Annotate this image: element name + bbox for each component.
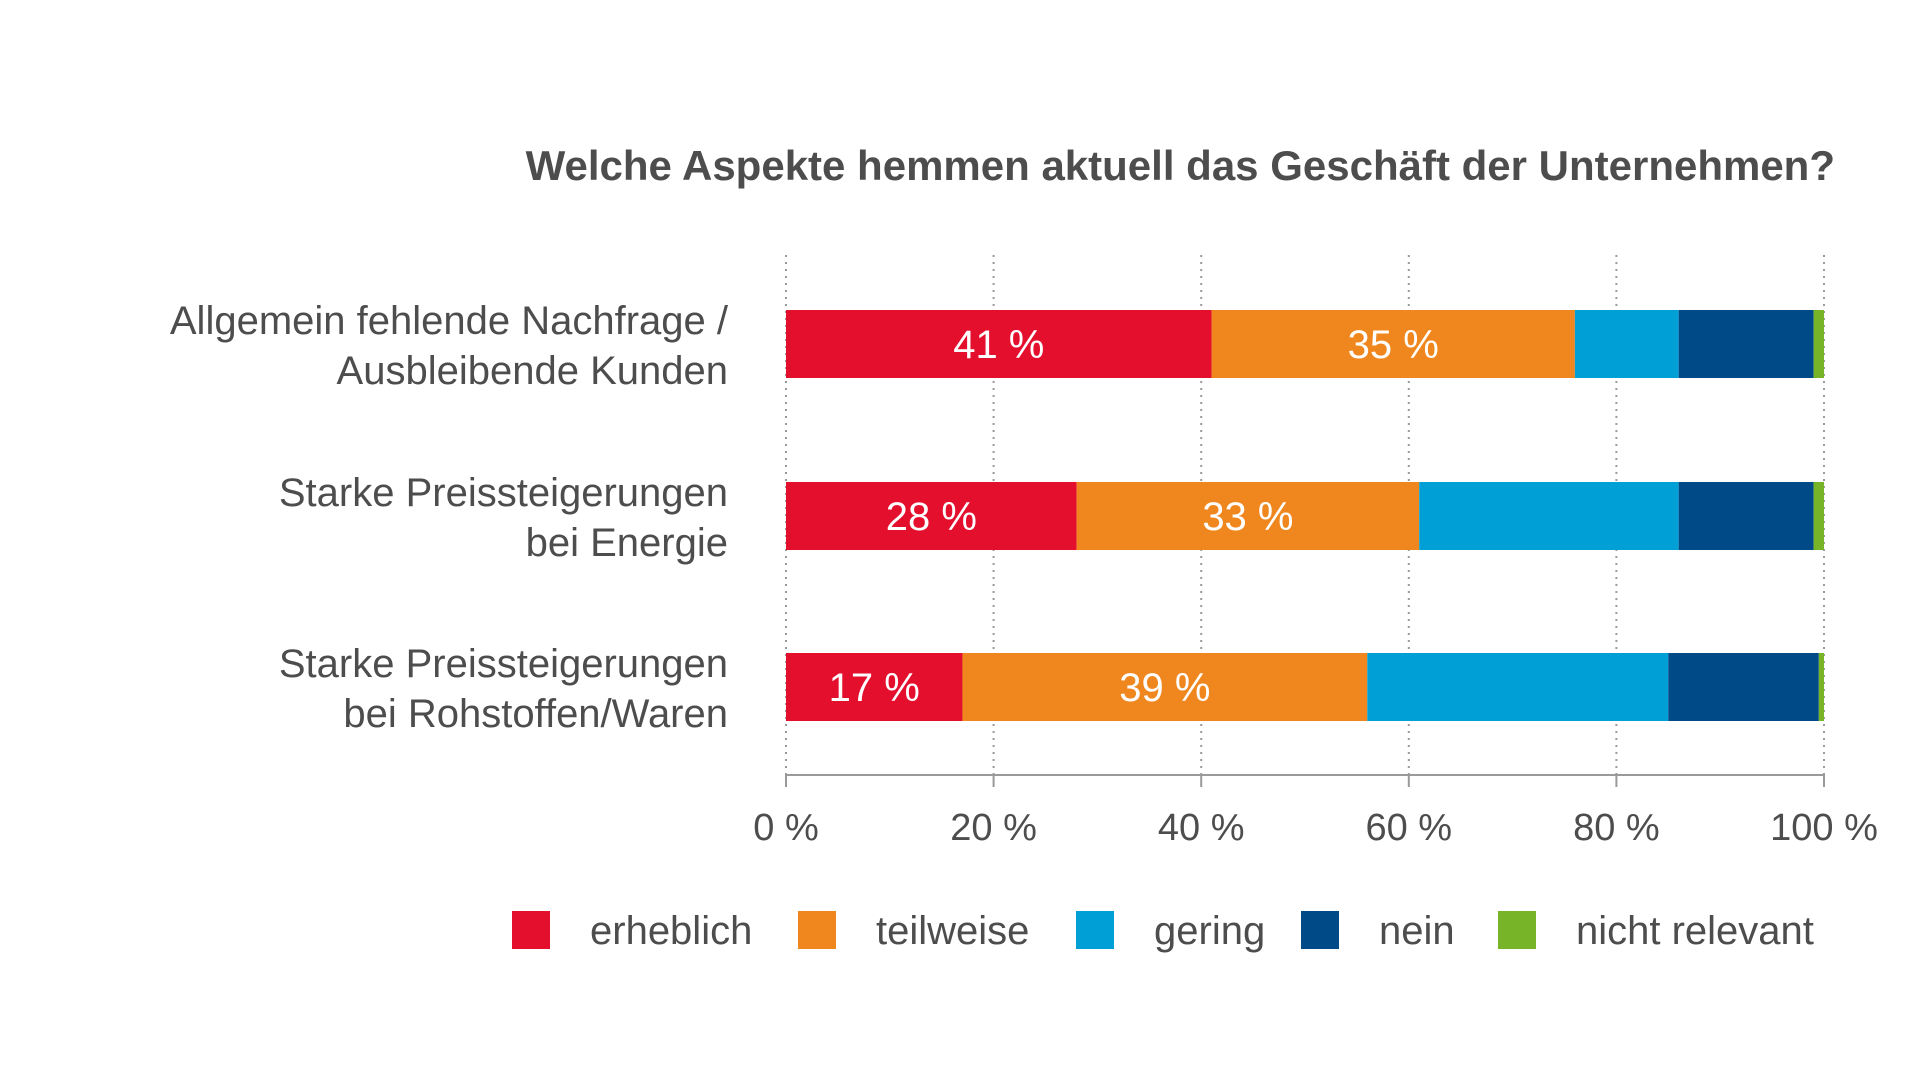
data-label: 17 % <box>829 666 920 710</box>
legend-label: gering <box>1154 909 1265 953</box>
legend-swatch <box>1301 911 1339 949</box>
data-label: 39 % <box>1119 666 1210 710</box>
data-label: 28 % <box>886 495 977 539</box>
bar-segment-nein <box>1678 482 1814 550</box>
legend: erheblich teilweise gering nein nicht releva… <box>512 909 1814 953</box>
data-label: 41 % <box>953 323 1044 367</box>
bar-segment-nicht-relevant <box>1813 482 1824 550</box>
bar-segment-gering <box>1367 653 1669 721</box>
bar-segment-gering <box>1419 482 1679 550</box>
x-tick-label: 20 % <box>950 807 1037 849</box>
legend-label: erheblich <box>590 909 752 953</box>
x-axis: 0 % 20 % 40 % 60 % 80 % 100 % <box>753 774 1878 849</box>
legend-swatch <box>512 911 550 949</box>
bar-segment-nicht-relevant <box>1818 653 1824 721</box>
data-label: 35 % <box>1348 323 1439 367</box>
bar-segment-nicht-relevant <box>1813 310 1824 378</box>
category-labels: Allgemein fehlende Nachfrage / Ausbleiben… <box>170 299 729 736</box>
data-label: 33 % <box>1202 495 1293 539</box>
x-tick-label: 60 % <box>1365 807 1452 849</box>
x-tick-label: 100 % <box>1770 807 1878 849</box>
bar-segment-erheblich <box>786 653 963 721</box>
x-tick-label: 40 % <box>1158 807 1245 849</box>
bar-segment-teilweise <box>962 653 1368 721</box>
bars: 41 % 35 % 28 % 33 % 17 % 39 % <box>786 310 1824 721</box>
legend-label: nein <box>1379 909 1455 953</box>
bar-segment-nein <box>1668 653 1819 721</box>
legend-label: nicht relevant <box>1576 909 1814 953</box>
bar-segment-gering <box>1574 310 1679 378</box>
category-label: Ausbleibende Kunden <box>337 349 728 393</box>
legend-swatch <box>1498 911 1536 949</box>
legend-swatch <box>1076 911 1114 949</box>
x-tick-label: 80 % <box>1573 807 1660 849</box>
category-label: Allgemein fehlende Nachfrage / <box>170 299 729 343</box>
bar-segment-teilweise <box>1211 310 1575 378</box>
legend-label: teilweise <box>876 909 1029 953</box>
category-label: bei Rohstoffen/Waren <box>343 692 728 736</box>
bar-segment-teilweise <box>1076 482 1420 550</box>
bar-segment-nein <box>1678 310 1814 378</box>
bar-segment-erheblich <box>786 310 1212 378</box>
bar-segment-erheblich <box>786 482 1077 550</box>
category-label: Starke Preissteigerungen <box>279 471 728 515</box>
legend-swatch <box>798 911 836 949</box>
category-label: bei Energie <box>526 521 728 565</box>
chart-title: Welche Aspekte hemmen aktuell das Geschä… <box>526 142 1835 189</box>
category-label: Starke Preissteigerungen <box>279 642 728 686</box>
x-tick-label: 0 % <box>753 807 818 849</box>
